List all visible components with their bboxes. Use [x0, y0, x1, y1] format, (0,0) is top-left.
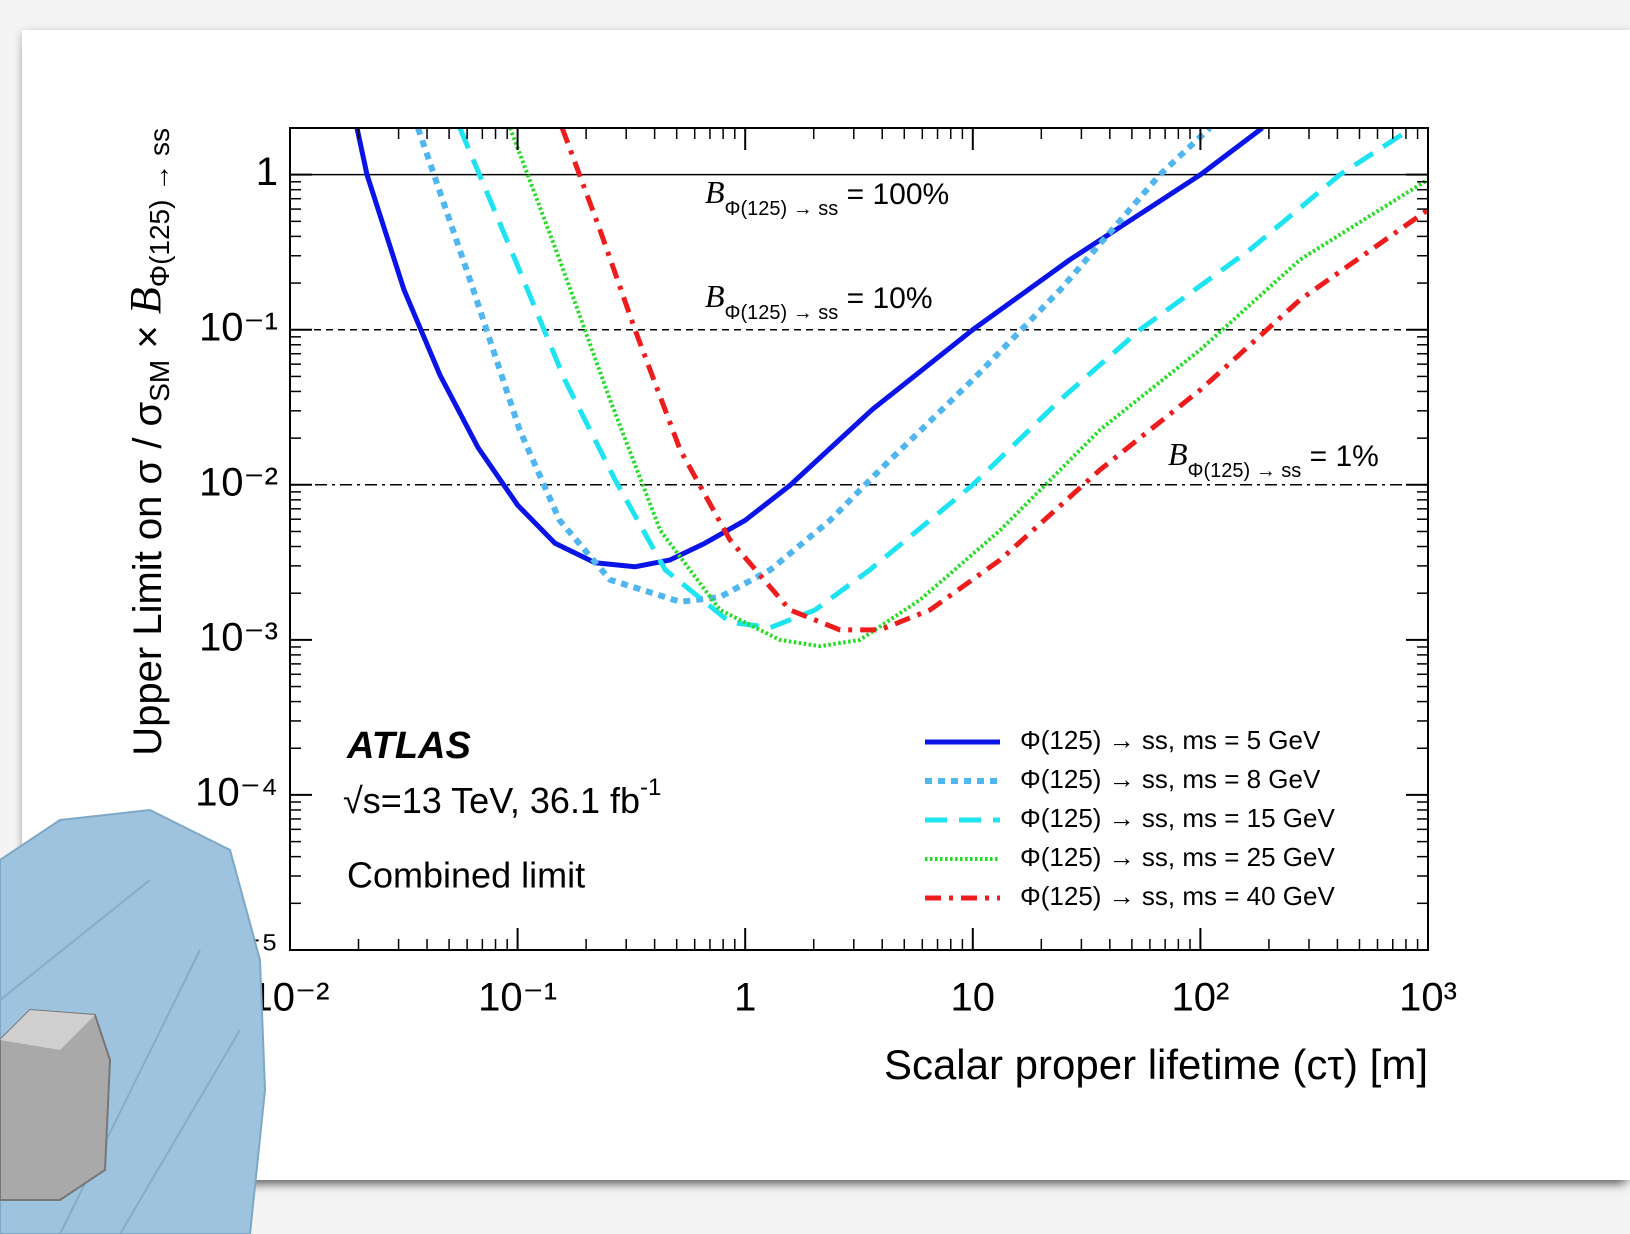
note-label: Combined limit	[347, 855, 585, 896]
legend-label: Φ(125) → ss, ms = 5 GeV	[1020, 725, 1321, 755]
y-tick-label: 10⁻⁴	[195, 770, 278, 814]
reference-label: BΦ(125) → ss = 10%	[705, 278, 933, 324]
y-tick-label: 10⁻⁵	[196, 926, 278, 970]
reference-symbol: B	[1168, 436, 1188, 472]
reference-value: = 1%	[1301, 440, 1379, 473]
reference-symbol: B	[705, 278, 725, 314]
x-axis-label: Scalar proper lifetime (cτ) [m]	[884, 1041, 1428, 1088]
x-tick-label: 10⁻¹	[478, 976, 557, 1020]
x-tick-label: 10⁻²	[251, 976, 330, 1020]
y-axis-label: Upper Limit on σ / σSM × BΦ(125) → ss	[121, 128, 175, 756]
y-axis-label-part: Φ(125) → ss	[144, 128, 175, 287]
reference-subscript: Φ(125) → ss	[1188, 460, 1302, 482]
experiment-label: ATLAS	[346, 725, 471, 767]
energy-label: √s=13 TeV, 36.1 fb-1	[343, 774, 661, 820]
y-axis-label-part: B	[121, 287, 170, 314]
y-tick-label: 10⁻²	[199, 460, 278, 504]
reference-value: = 10%	[838, 282, 932, 315]
legend-label: Φ(125) → ss, ms = 25 GeV	[1020, 842, 1335, 872]
x-tick-label: 10³	[1399, 976, 1457, 1020]
y-axis-label-part: ×	[126, 314, 170, 360]
series-line	[354, 128, 1264, 570]
y-tick-label: 1	[256, 150, 278, 194]
plot-frame	[289, 127, 1429, 951]
energy-text: √s=13 TeV, 36.1 fb	[343, 780, 640, 821]
legend-label: Φ(125) → ss, ms = 8 GeV	[1020, 764, 1321, 794]
legend-label: Φ(125) → ss, ms = 15 GeV	[1020, 803, 1335, 833]
energy-superscript: -1	[640, 774, 661, 801]
series-line	[457, 128, 1414, 631]
reference-value: = 100%	[838, 178, 949, 211]
series-line	[559, 128, 1428, 633]
y-tick-label: 10⁻³	[199, 615, 278, 659]
reference-subscript: Φ(125) → ss	[725, 198, 839, 220]
x-tick-label: 1	[734, 976, 756, 1020]
plot-lines	[354, 128, 1428, 649]
reference-symbol: B	[705, 174, 725, 210]
y-axis-label-part: Upper Limit on σ / σ	[126, 401, 170, 755]
reference-subscript: Φ(125) → ss	[725, 302, 839, 324]
x-tick-label: 10	[951, 976, 996, 1020]
x-tick-label: 10²	[1171, 976, 1229, 1020]
series-line	[508, 128, 1428, 649]
series-line	[415, 128, 1212, 605]
reference-label: BΦ(125) → ss = 100%	[705, 174, 949, 220]
y-axis-label-part: SM	[144, 360, 175, 402]
reference-label: BΦ(125) → ss = 1%	[1168, 436, 1379, 482]
legend-label: Φ(125) → ss, ms = 40 GeV	[1020, 881, 1335, 911]
y-tick-label: 10⁻¹	[199, 305, 278, 349]
